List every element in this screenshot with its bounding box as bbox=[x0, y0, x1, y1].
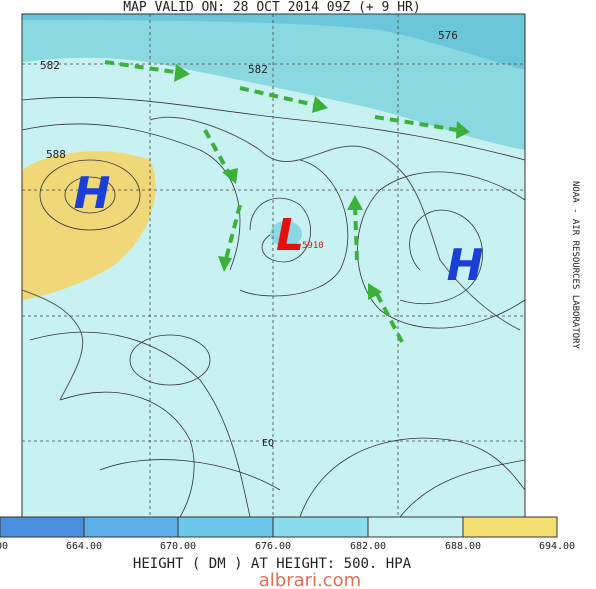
colorbar-swatch bbox=[272, 516, 369, 538]
arrow-heads bbox=[174, 64, 470, 300]
colorbar-label: 688.00 bbox=[445, 541, 481, 552]
coastlines bbox=[22, 116, 521, 401]
map-title: MAP VALID ON: 28 OCT 2014 09Z (+ 9 HR) bbox=[123, 0, 420, 15]
colorbar-label: 676.00 bbox=[255, 541, 291, 552]
high-pressure-label: H bbox=[74, 168, 111, 219]
colorbar-caption: HEIGHT ( DM ) AT HEIGHT: 500. HPA bbox=[133, 556, 412, 572]
low-pressure-label: L bbox=[276, 210, 304, 261]
colorbar-labels: 658.00 664.00 670.00 676.00 682.00 688.00 694.… bbox=[0, 541, 575, 552]
streamlines bbox=[22, 96, 525, 517]
height-band-576 bbox=[22, 14, 525, 150]
colorbar-label: 658.00 bbox=[0, 541, 8, 552]
colorbar-swatch bbox=[462, 516, 558, 538]
colorbar-label: 664.00 bbox=[66, 541, 102, 552]
map-area: 582 582 576 588 EQ H L H 5910 bbox=[22, 14, 525, 517]
colorbar-label: 694.00 bbox=[539, 541, 575, 552]
colorbar-swatch bbox=[0, 516, 85, 538]
low-center-band bbox=[270, 221, 302, 247]
contour-label: 582 bbox=[40, 59, 60, 72]
colorbar-label: 670.00 bbox=[160, 541, 196, 552]
colorbar-swatch bbox=[367, 516, 464, 538]
high-pressure-label: H bbox=[447, 240, 484, 291]
contour-label: 582 bbox=[248, 63, 268, 76]
colorbar-label: 682.00 bbox=[350, 541, 386, 552]
height-band-588 bbox=[22, 151, 156, 300]
height-band-570 bbox=[22, 14, 525, 70]
colorbar-swatch bbox=[83, 516, 179, 538]
colorbar-swatch bbox=[177, 516, 274, 538]
low-value: 5910 bbox=[302, 241, 324, 251]
flow-arrows bbox=[104, 60, 459, 343]
colorbar bbox=[0, 516, 558, 538]
watermark: albrari.com bbox=[259, 570, 361, 589]
contour-label: 576 bbox=[438, 29, 458, 42]
contour-label: 588 bbox=[46, 148, 66, 161]
contour-label: EQ bbox=[262, 438, 274, 449]
side-credit: NOAA - AIR RESOURCES LABORATORY bbox=[570, 181, 580, 350]
